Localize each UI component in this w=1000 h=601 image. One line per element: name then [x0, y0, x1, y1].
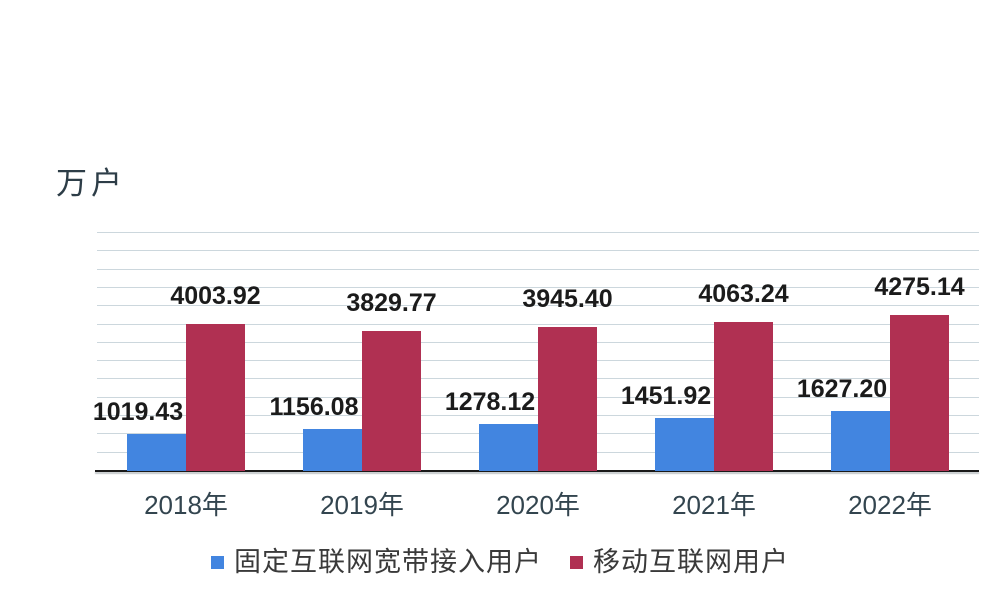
bar-fixed-2022年: [831, 411, 890, 471]
value-label-mobile-2022年: 4275.14: [874, 272, 965, 301]
plot-area: 1019.43 4003.92 1156.08 3829.77 1278.12 3945.…: [92, 232, 979, 472]
bar-mobile-2022年: [890, 314, 949, 471]
x-axis-label-2020年: 2020年: [496, 490, 580, 520]
value-label-mobile-2019年: 3829.77: [346, 288, 437, 317]
bar-fixed-2021年: [655, 417, 714, 471]
bar-mobile-2018年: [186, 324, 245, 471]
gridline: [97, 232, 979, 233]
x-axis-label-2022年: 2022年: [848, 490, 932, 520]
gridline: [97, 286, 979, 288]
legend: 固定互联网宽带接入用户 移动互联网用户: [0, 549, 1000, 576]
x-axis-line: [95, 470, 979, 472]
value-label-mobile-2020年: 3945.40: [522, 284, 613, 313]
legend-label-fixed: 固定互联网宽带接入用户: [234, 547, 542, 577]
bar-fixed-2020年: [479, 424, 538, 471]
gridline: [97, 305, 979, 307]
bar-mobile-2019年: [362, 330, 421, 471]
value-label-fixed-2022年: 1627.20: [796, 375, 888, 404]
bar-mobile-2021年: [714, 322, 773, 471]
legend-item-mobile: 移动互联网用户: [570, 549, 789, 576]
value-label-fixed-2019年: 1156.08: [269, 392, 359, 421]
x-axis-label-2018年: 2018年: [144, 490, 228, 520]
x-axis-label-2019年: 2019年: [320, 490, 404, 520]
value-label-fixed-2021年: 1451.92: [620, 381, 712, 410]
legend-label-mobile: 移动互联网用户: [593, 547, 789, 577]
bar-mobile-2020年: [538, 326, 597, 471]
x-axis-labels: 2018年 2019年 2020年 2021年 2022年: [96, 488, 978, 518]
value-label-fixed-2018年: 1019.43: [92, 397, 184, 426]
x-axis-label-2021年: 2021年: [672, 490, 756, 520]
bar-fixed-2018年: [127, 433, 186, 471]
y-axis-unit-label: 万户: [56, 166, 126, 201]
gridline: [97, 250, 979, 252]
gridline: [97, 268, 979, 270]
value-label-mobile-2018年: 4003.92: [170, 282, 261, 311]
legend-swatch-mobile-icon: [570, 556, 583, 569]
legend-swatch-fixed-icon: [211, 556, 224, 569]
legend-item-fixed: 固定互联网宽带接入用户: [211, 549, 542, 576]
gridline: [97, 323, 979, 325]
value-label-fixed-2020年: 1278.12: [444, 388, 536, 417]
bar-fixed-2019年: [303, 428, 362, 471]
value-label-mobile-2021年: 4063.24: [698, 280, 789, 309]
